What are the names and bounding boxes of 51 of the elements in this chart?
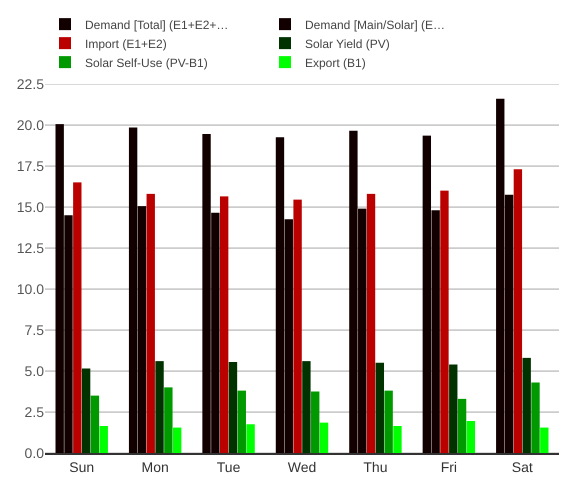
x-tick-label: Thu <box>363 458 388 475</box>
y-tick-label: 22.5 <box>16 76 44 92</box>
bar <box>73 182 82 453</box>
bar <box>220 196 228 453</box>
bar <box>522 358 531 453</box>
bar <box>384 390 393 453</box>
y-tick-label: 10.0 <box>16 280 44 297</box>
bar <box>82 368 90 453</box>
y-tick-label: 12.5 <box>16 240 44 256</box>
legend-label: Import (E1+E2) <box>85 36 167 51</box>
bar <box>320 422 328 453</box>
bar <box>458 398 466 453</box>
bar <box>155 361 164 453</box>
x-tick-label: Wed <box>288 458 316 475</box>
bar <box>302 361 311 453</box>
legend-label: Solar Yield (PV) <box>305 36 390 51</box>
bar <box>293 200 302 453</box>
x-tick-label: Mon <box>142 458 169 475</box>
x-tick-label: Sun <box>69 458 94 475</box>
bar <box>146 194 155 453</box>
bar <box>540 428 548 453</box>
bar <box>246 424 255 453</box>
y-tick-label: 20.0 <box>16 116 44 133</box>
legend-label: Demand [Total] (E1+E2+… <box>85 18 228 32</box>
bar <box>376 362 384 453</box>
bar <box>90 396 100 453</box>
y-tick-label: 0.0 <box>24 444 44 461</box>
bar <box>172 428 182 453</box>
x-tick-label: Sat <box>512 458 533 475</box>
y-tick-label: 5.0 <box>24 362 44 379</box>
bar <box>514 169 522 453</box>
bar <box>228 362 238 453</box>
y-tick-label: 7.5 <box>24 322 44 338</box>
bar <box>311 392 320 453</box>
bar <box>366 194 376 453</box>
bar <box>449 364 458 453</box>
y-tick-label: 17.5 <box>16 158 44 174</box>
x-tick-label: Fri <box>440 458 458 475</box>
bar <box>466 421 476 453</box>
legend-label: Solar Self-Use (PV-B1) <box>85 56 208 70</box>
legend-label: Demand [Main/Solar] (E… <box>305 18 446 32</box>
bar <box>531 382 540 453</box>
bar <box>440 190 449 453</box>
x-tick-label: Tue <box>216 458 241 475</box>
bar <box>100 426 108 453</box>
bar <box>238 390 246 453</box>
bar <box>393 426 402 453</box>
bar <box>164 387 173 453</box>
y-tick-label: 2.5 <box>24 404 44 420</box>
legend-label: Export (B1) <box>305 56 366 70</box>
y-tick-label: 15.0 <box>16 198 44 215</box>
